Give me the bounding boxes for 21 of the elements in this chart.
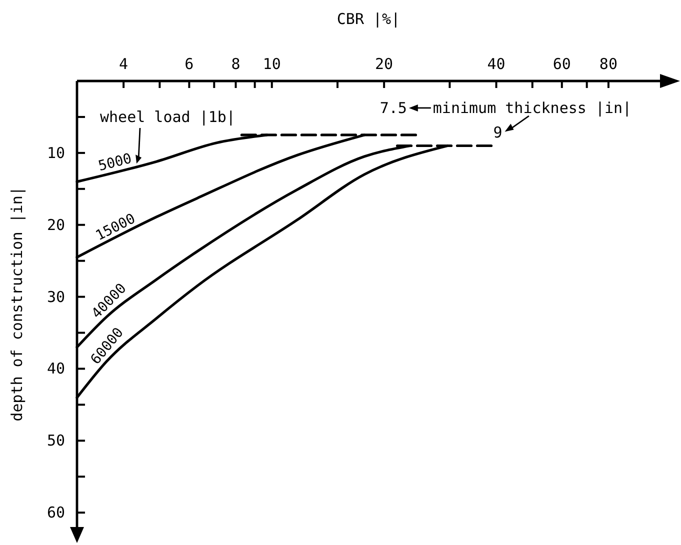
x-tick-label: 8 (231, 55, 240, 73)
x-tick-label: 20 (375, 55, 394, 73)
y-tick-label: 60 (46, 504, 65, 522)
x-tick-label: 10 (262, 55, 281, 73)
x-tick-label: 6 (184, 55, 194, 73)
legend-title: wheel load |1b| (100, 108, 236, 126)
y-tick-label: 20 (46, 216, 65, 234)
x-tick-label: 80 (599, 55, 618, 73)
x-tick-label: 60 (552, 55, 571, 73)
annotation: 9 (493, 124, 502, 142)
x-tick-label: 40 (487, 55, 506, 73)
y-axis-title: depth of construction |in| (8, 186, 26, 422)
text: 5000 (96, 150, 134, 175)
x-tick-label: 4 (119, 55, 128, 73)
x-axis-title: CBR |%| (336, 10, 400, 28)
y-tick-label: 40 (46, 360, 65, 378)
y-tick-label: 30 (46, 288, 65, 306)
annotation: minimum thickness |in| (432, 98, 632, 117)
y-tick-label: 50 (46, 432, 65, 450)
y-tick-label: 10 (46, 144, 65, 162)
annotation: 7.5 (380, 98, 407, 117)
